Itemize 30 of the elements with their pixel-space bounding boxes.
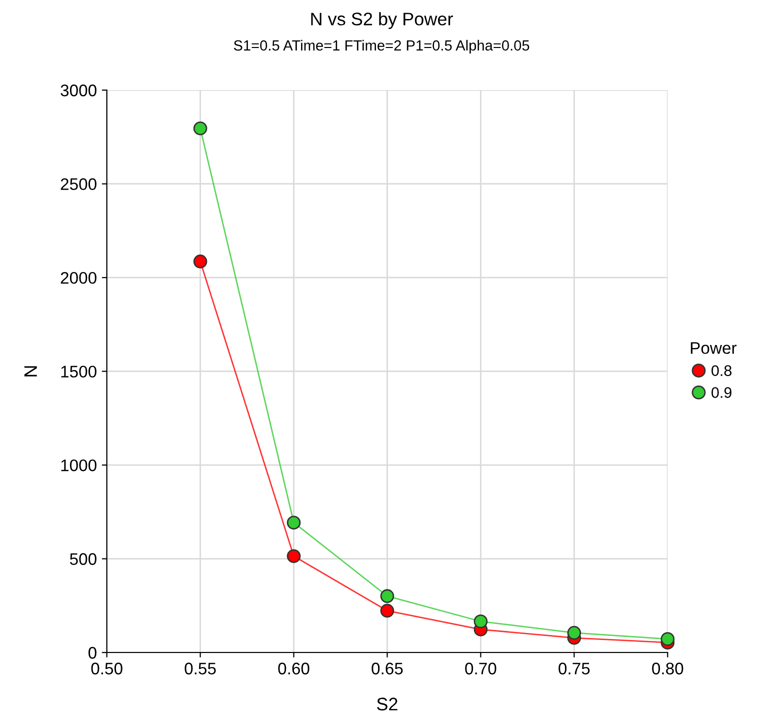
y-tick-label: 3000: [60, 84, 96, 96]
y-tick-label: 1500: [61, 366, 96, 378]
x-tick-label: 0.50: [91, 662, 122, 674]
chart-title: N vs S2 by Power: [311, 12, 453, 29]
point: [474, 614, 488, 628]
legend-label: 0.8: [712, 365, 732, 376]
x-tick-label: 0.65: [372, 662, 403, 674]
point: [286, 516, 301, 530]
x-tick-label: 0.75: [558, 662, 590, 674]
x-tick-label: 0.60: [278, 662, 310, 674]
legend-title: Power: [690, 342, 736, 354]
y-tick-label: 2000: [60, 272, 96, 284]
y-tick-label: 0: [88, 646, 96, 659]
y-tick-label: 2500: [60, 178, 96, 190]
x-tick-label: 0.80: [652, 662, 684, 674]
x-tick-label: 0.70: [465, 662, 496, 674]
y-axis-title: N: [24, 366, 37, 376]
point: [193, 254, 208, 268]
x-tick-label: 0.55: [184, 662, 216, 674]
point: [380, 589, 394, 603]
point: [286, 549, 301, 564]
point: [567, 626, 582, 640]
x-axis-title: S2: [377, 698, 398, 710]
legend-label: 0.9: [712, 387, 732, 398]
y-tick-label: 1000: [61, 459, 96, 472]
point: [660, 632, 675, 646]
point: [193, 121, 208, 136]
y-tick-label: 500: [70, 553, 96, 565]
chart-subtitle: S1=0.5 ATime=1 FTime=2 P1=0.5 Alpha=0.05: [234, 40, 530, 54]
point: [380, 604, 394, 618]
